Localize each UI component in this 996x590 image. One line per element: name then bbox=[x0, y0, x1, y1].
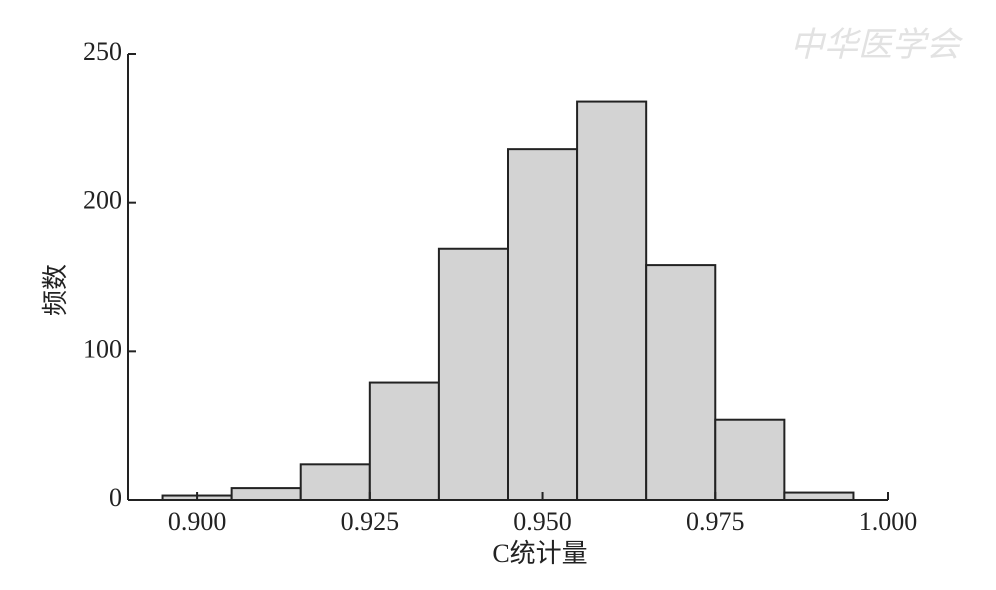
bar bbox=[576, 100, 648, 501]
y-tick-label: 250 bbox=[83, 37, 122, 66]
x-tick-label: 0.975 bbox=[686, 507, 745, 536]
bar bbox=[714, 418, 786, 501]
y-axis-label: 频数 bbox=[41, 264, 70, 316]
bar bbox=[368, 381, 440, 502]
bar bbox=[645, 264, 717, 501]
bar bbox=[299, 463, 371, 502]
x-tick-label: 1.000 bbox=[859, 507, 918, 536]
x-tick-label: 0.950 bbox=[513, 507, 572, 536]
y-tick-label: 200 bbox=[83, 186, 122, 215]
bar bbox=[437, 247, 509, 501]
bar bbox=[230, 487, 302, 501]
x-tick-label: 0.900 bbox=[168, 507, 227, 536]
bar bbox=[507, 148, 579, 501]
bar bbox=[783, 491, 855, 502]
y-tick-label: 0 bbox=[109, 483, 122, 512]
x-axis-label: C统计量 bbox=[492, 539, 587, 568]
watermark: 中华医学会 bbox=[790, 27, 964, 64]
y-tick-label: 100 bbox=[83, 334, 122, 363]
x-tick-label: 0.925 bbox=[341, 507, 400, 536]
